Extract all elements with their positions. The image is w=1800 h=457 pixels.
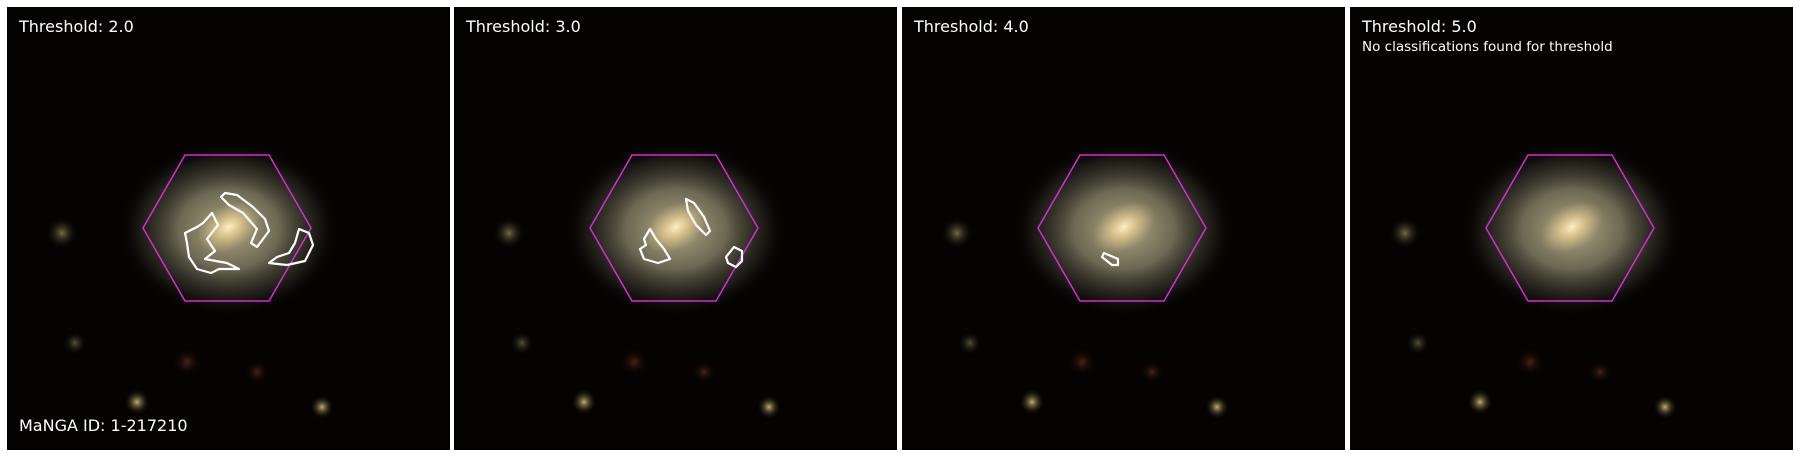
classification-contour — [1100, 251, 1120, 267]
background-star — [941, 217, 973, 249]
classification-contour — [684, 197, 712, 237]
panel-threshold-2: Threshold: 2.0 MaNGA ID: 1-217210 — [7, 7, 450, 450]
galaxy-core — [1092, 201, 1156, 253]
galaxy-image — [7, 7, 450, 450]
galaxy-core — [1540, 201, 1604, 253]
background-star — [1140, 360, 1164, 384]
background-star — [1068, 348, 1096, 376]
threshold-label: Threshold: 5.0 — [1362, 17, 1477, 36]
panel-threshold-4: Threshold: 4.0 — [902, 7, 1345, 450]
background-star — [958, 331, 982, 355]
background-star — [1389, 217, 1421, 249]
ifu-hexagon — [1037, 154, 1207, 302]
threshold-label: Threshold: 4.0 — [914, 17, 1029, 36]
classification-contour — [267, 227, 315, 267]
ifu-hexagon — [142, 154, 312, 302]
background-star — [245, 360, 269, 384]
panel-threshold-5: Threshold: 5.0 No classifications found … — [1350, 7, 1793, 450]
background-star — [173, 348, 201, 376]
background-star — [1588, 360, 1612, 384]
background-star — [1653, 395, 1677, 419]
galaxy-core — [644, 201, 708, 253]
background-star — [571, 389, 597, 415]
galaxy-image — [1350, 7, 1793, 450]
background-star — [124, 389, 150, 415]
background-star — [1516, 348, 1544, 376]
background-star — [510, 331, 534, 355]
background-star — [63, 331, 87, 355]
galaxy-image — [902, 7, 1345, 450]
classification-contour — [724, 245, 744, 269]
background-star — [1467, 389, 1493, 415]
background-star — [310, 395, 334, 419]
background-star — [757, 395, 781, 419]
background-star — [493, 217, 525, 249]
ifu-hexagon — [589, 154, 759, 302]
background-star — [46, 217, 78, 249]
background-star — [620, 348, 648, 376]
background-star — [692, 360, 716, 384]
classification-contour — [219, 191, 271, 249]
classification-contour — [638, 227, 672, 265]
no-classifications-message: No classifications found for threshold — [1362, 39, 1613, 55]
galaxy-image — [454, 7, 897, 450]
classification-contour — [183, 211, 241, 275]
background-star — [1205, 395, 1229, 419]
background-star — [1019, 389, 1045, 415]
threshold-label: Threshold: 2.0 — [19, 17, 134, 36]
background-star — [1406, 331, 1430, 355]
manga-id-label: MaNGA ID: 1-217210 — [19, 416, 188, 435]
ifu-hexagon — [1485, 154, 1655, 302]
panel-threshold-3: Threshold: 3.0 — [454, 7, 897, 450]
threshold-label: Threshold: 3.0 — [466, 17, 581, 36]
